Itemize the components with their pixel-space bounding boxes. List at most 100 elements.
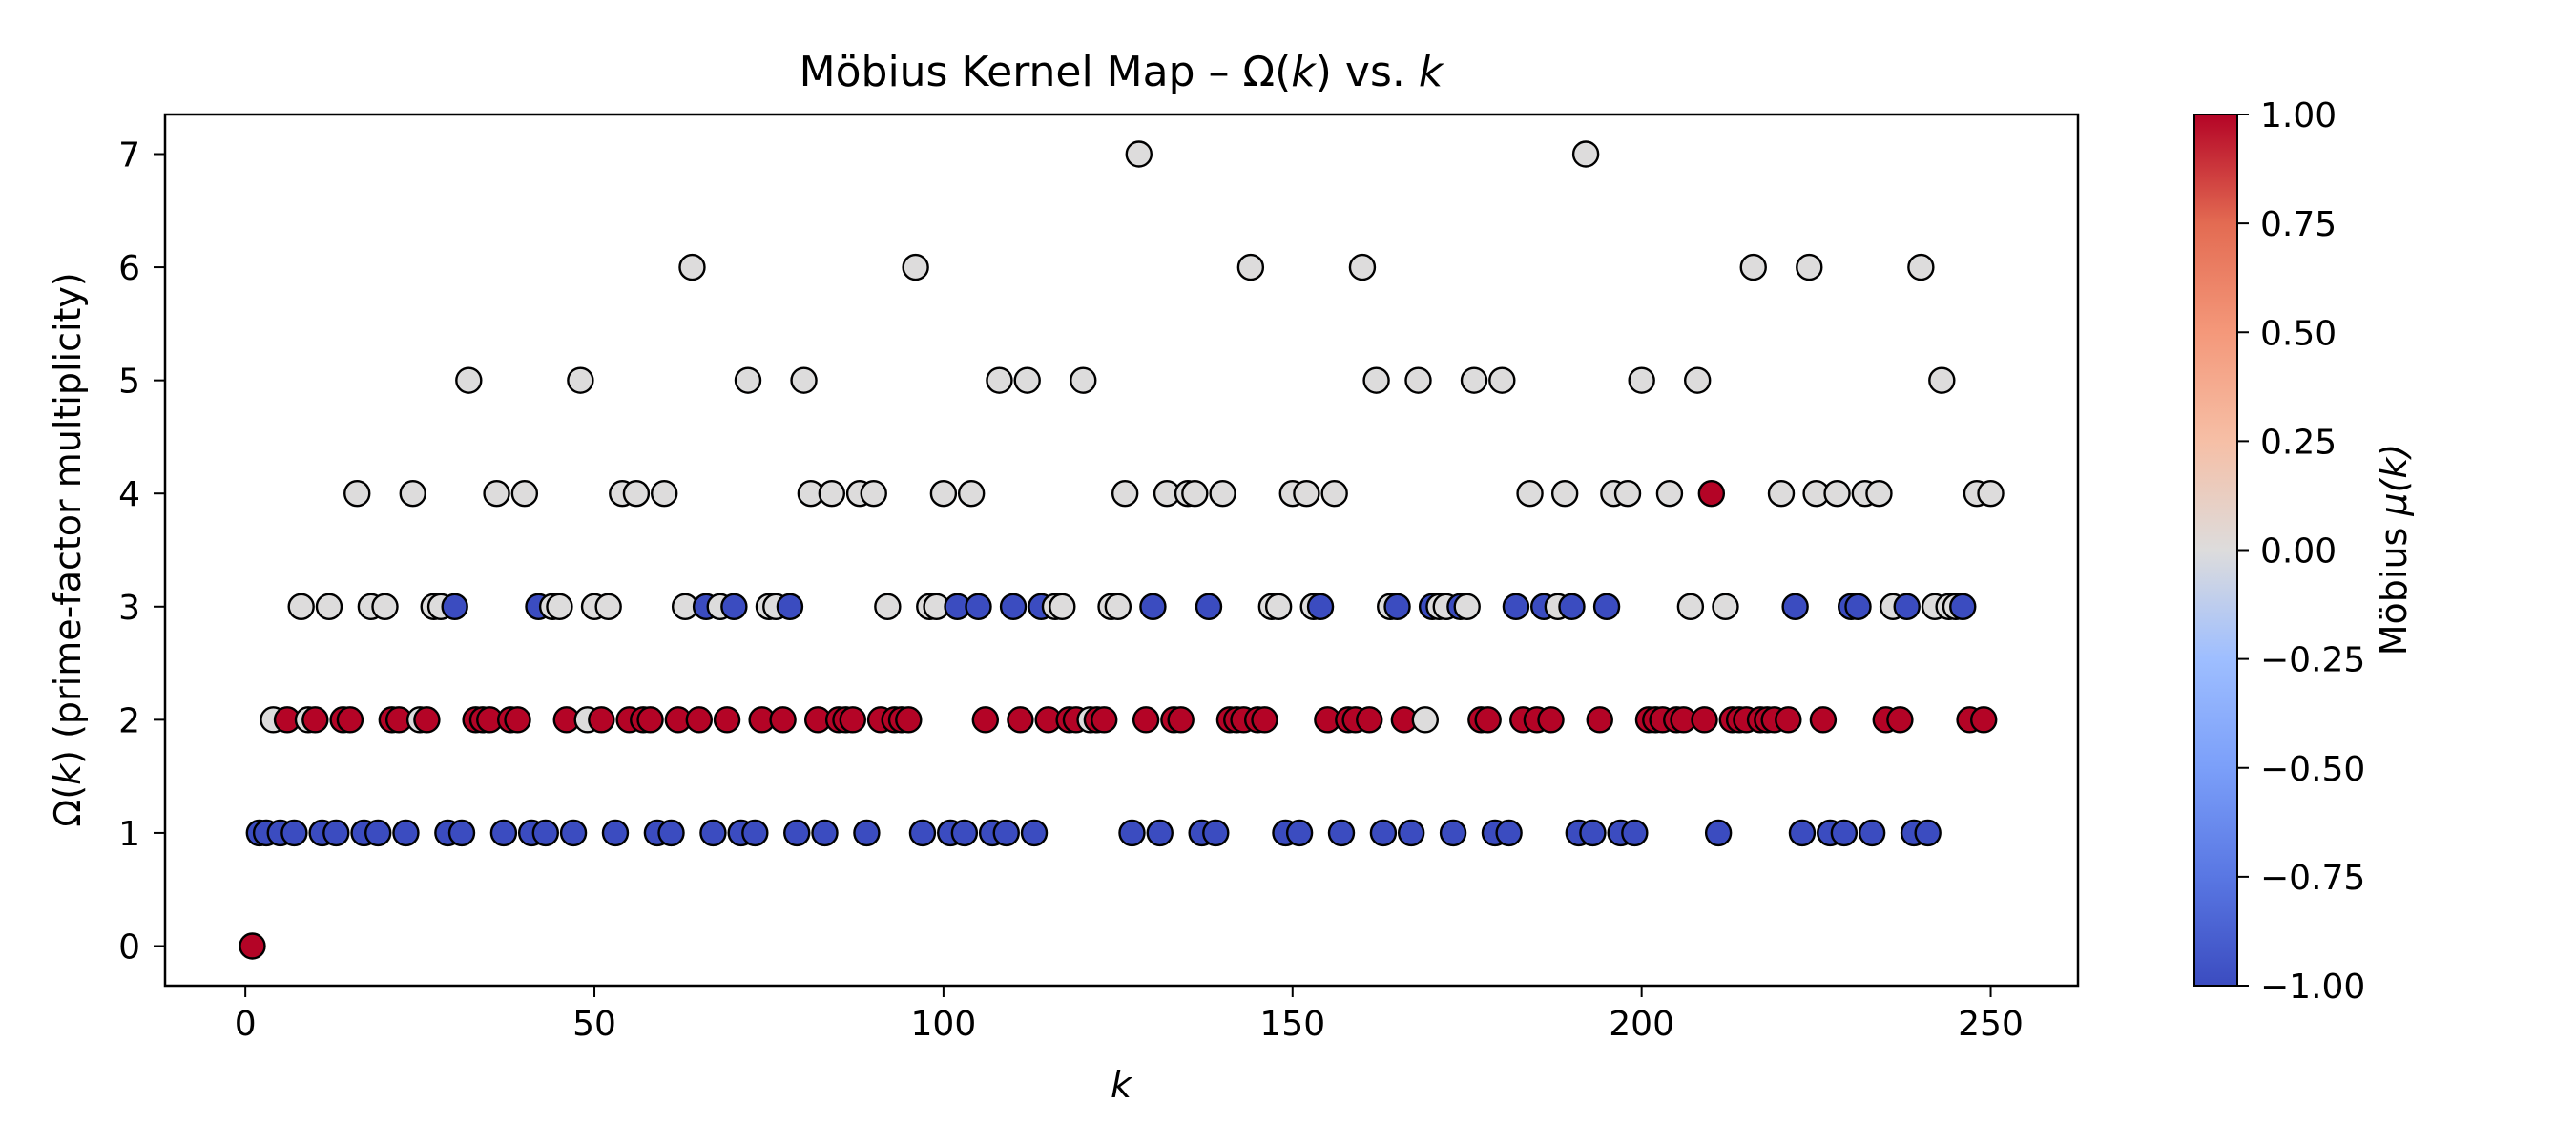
x-axis-label: k — [1111, 1064, 1133, 1106]
data-point — [1796, 253, 1823, 281]
data-point — [1397, 819, 1425, 847]
data-point — [1676, 593, 1705, 620]
data-point — [1830, 819, 1859, 847]
data-point — [1111, 480, 1139, 508]
data-point — [1327, 819, 1356, 847]
data-point — [1348, 253, 1377, 281]
data-point — [392, 819, 420, 847]
data-point — [1013, 366, 1041, 394]
y-axis-label-prefix: Ω( — [47, 785, 89, 827]
colorbar-tick-label: 0.75 — [2260, 205, 2337, 244]
x-tick-label: 200 — [1609, 1005, 1674, 1044]
data-point — [546, 593, 573, 620]
data-point — [1628, 366, 1655, 394]
data-point — [1202, 819, 1230, 847]
plot-area — [239, 140, 2005, 960]
data-point — [1495, 819, 1523, 847]
x-tick-label: 100 — [911, 1005, 977, 1044]
data-point — [874, 593, 902, 620]
data-point — [1858, 819, 1886, 847]
data-point — [1558, 593, 1586, 620]
data-point — [1537, 706, 1565, 734]
data-point — [413, 706, 441, 734]
colorbar-label: Möbius μ(k) — [2373, 444, 2415, 656]
colorbar — [2193, 114, 2238, 987]
data-point — [1369, 819, 1398, 847]
data-point — [776, 593, 804, 620]
data-point — [651, 480, 678, 508]
y-tick-label: 5 — [118, 363, 140, 402]
data-point — [1886, 706, 1914, 734]
data-point — [1209, 480, 1236, 508]
data-point — [559, 819, 588, 847]
data-point — [1907, 253, 1935, 281]
data-point — [713, 706, 741, 734]
data-point — [343, 480, 371, 508]
data-point — [1977, 480, 2005, 508]
data-point — [1132, 706, 1160, 734]
data-point — [1970, 706, 1998, 734]
data-point — [280, 819, 308, 847]
data-point — [455, 366, 483, 394]
y-tick-label: 7 — [118, 136, 140, 176]
data-point — [1404, 366, 1432, 394]
data-point — [1139, 593, 1167, 620]
plot-frame — [163, 113, 2080, 988]
data-point — [895, 706, 923, 734]
data-point — [1007, 706, 1034, 734]
data-point — [1928, 366, 1956, 394]
data-point — [790, 366, 818, 394]
data-point — [1070, 366, 1097, 394]
data-point — [301, 706, 329, 734]
data-point — [588, 706, 615, 734]
x-tick-label: 250 — [1958, 1005, 2024, 1044]
data-point — [769, 706, 797, 734]
data-point — [1775, 706, 1802, 734]
data-point — [1739, 253, 1767, 281]
data-point — [1704, 819, 1733, 847]
data-point — [567, 366, 594, 394]
y-axis-label-suffix: ) (prime-factor multiplicity) — [47, 272, 89, 764]
data-point — [1460, 366, 1488, 394]
colorbar-tick-label: 0.00 — [2260, 532, 2337, 572]
data-point — [1362, 366, 1390, 394]
data-point — [364, 819, 392, 847]
data-point — [1285, 819, 1314, 847]
data-point — [1579, 819, 1607, 847]
data-point — [483, 480, 510, 508]
chart-title-prefix: Möbius Kernel Map – Ω( — [800, 48, 1292, 96]
data-point — [1104, 593, 1132, 620]
data-point — [1488, 366, 1516, 394]
x-tick-label: 150 — [1259, 1005, 1325, 1044]
data-point — [1914, 819, 1942, 847]
data-point — [1571, 140, 1600, 168]
data-point — [1516, 480, 1544, 508]
data-point — [860, 480, 887, 508]
data-point — [908, 819, 937, 847]
data-point — [441, 593, 468, 620]
data-point — [1356, 706, 1383, 734]
data-point — [741, 819, 769, 847]
data-point — [992, 819, 1020, 847]
colorbar-tick-label: 0.25 — [2260, 423, 2337, 462]
x-tick-label: 50 — [572, 1005, 616, 1044]
data-point — [1893, 593, 1921, 620]
data-point — [531, 819, 559, 847]
data-point — [1621, 819, 1649, 847]
data-point — [950, 819, 979, 847]
y-tick-label: 6 — [118, 249, 140, 288]
data-point — [622, 480, 651, 508]
data-point — [371, 593, 399, 620]
data-point — [1586, 706, 1613, 734]
data-point — [1167, 706, 1195, 734]
colorbar-tick-label: −0.50 — [2260, 750, 2365, 789]
data-point — [1788, 819, 1817, 847]
data-point — [1949, 593, 1977, 620]
colorbar-label-var: μ(k) — [2373, 444, 2415, 517]
data-point — [1453, 593, 1481, 620]
data-point — [699, 819, 727, 847]
data-point — [510, 480, 539, 508]
y-tick-label: 4 — [118, 475, 140, 514]
data-point — [1613, 480, 1642, 508]
data-point — [1020, 819, 1049, 847]
